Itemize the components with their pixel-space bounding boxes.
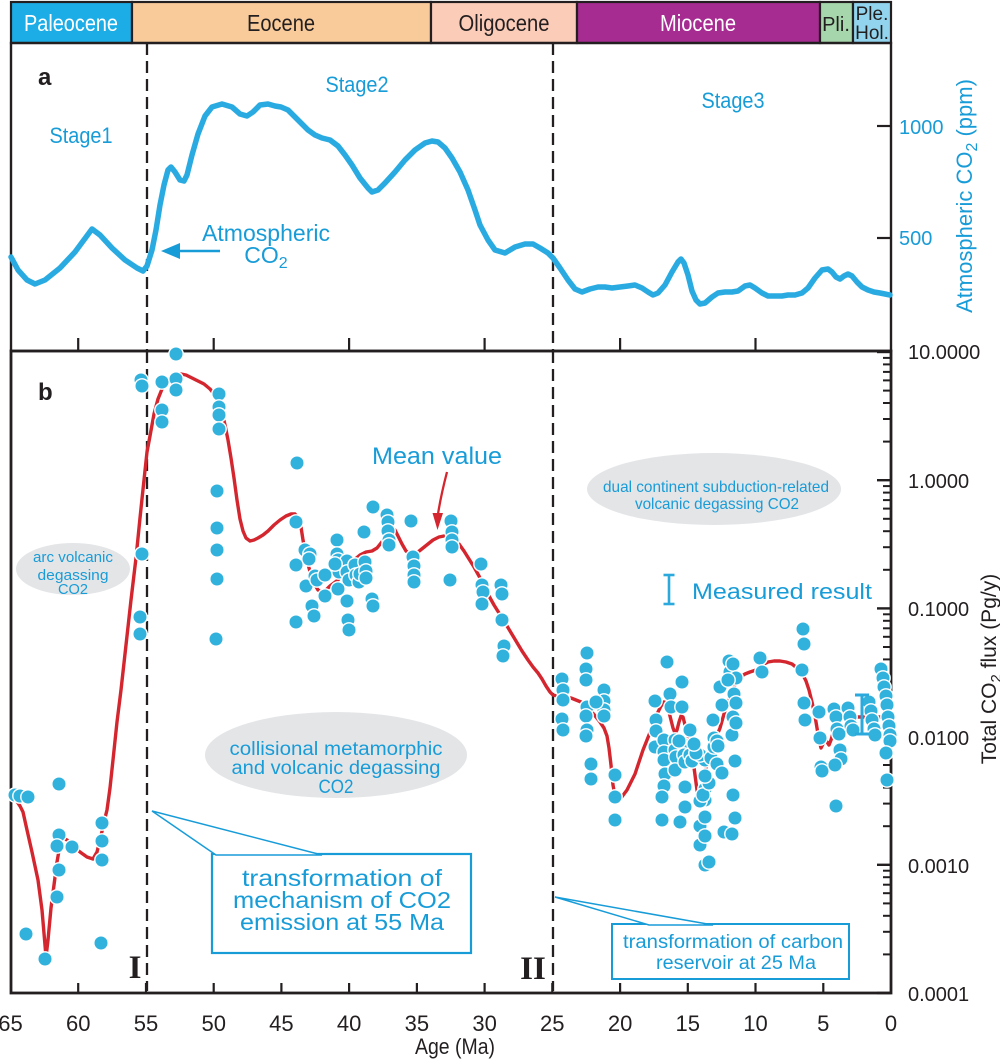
svg-text:40: 40: [337, 1011, 361, 1036]
svg-text:Paleocene: Paleocene: [24, 10, 118, 36]
svg-text:II: II: [520, 951, 546, 987]
svg-text:20: 20: [608, 1011, 632, 1036]
svg-text:degassing: degassing: [38, 567, 109, 584]
svg-text:I: I: [129, 950, 142, 986]
svg-text:Stage1: Stage1: [50, 123, 113, 148]
svg-text:60: 60: [66, 1011, 90, 1036]
svg-text:500: 500: [899, 228, 932, 250]
svg-text:0: 0: [885, 1011, 897, 1036]
svg-text:Atmospheric: Atmospheric: [202, 220, 330, 246]
svg-text:reservoir at 25 Ma: reservoir at 25 Ma: [656, 953, 816, 974]
svg-text:collisional metamorphic: collisional metamorphic: [230, 739, 443, 760]
svg-text:dual continent subduction-rela: dual continent subduction-related: [603, 479, 829, 496]
svg-text:emission at 55 Ma: emission at 55 Ma: [240, 909, 444, 935]
svg-text:mechanism of CO2: mechanism of CO2: [233, 887, 451, 913]
svg-text:b: b: [38, 379, 53, 406]
svg-text:10: 10: [743, 1011, 767, 1036]
svg-text:1000: 1000: [899, 117, 944, 139]
svg-text:Eocene: Eocene: [247, 10, 315, 36]
svg-text:1.0000: 1.0000: [908, 471, 969, 493]
svg-text:15: 15: [676, 1011, 700, 1036]
svg-text:a: a: [38, 64, 52, 91]
svg-text:0.0010: 0.0010: [908, 856, 969, 878]
svg-text:25: 25: [540, 1011, 564, 1036]
svg-text:Oligocene: Oligocene: [459, 10, 550, 36]
svg-text:CO2: CO2: [319, 777, 354, 798]
svg-text:Miocene: Miocene: [660, 10, 736, 36]
svg-text:CO2: CO2: [58, 581, 88, 598]
svg-text:50: 50: [201, 1011, 225, 1036]
svg-text:transformation of carbon: transformation of carbon: [623, 932, 843, 953]
svg-text:arc volcanic: arc volcanic: [33, 549, 113, 566]
svg-text:Pli.: Pli.: [822, 14, 850, 36]
svg-text:Ple.: Ple.: [856, 4, 889, 25]
svg-text:30: 30: [472, 1011, 496, 1036]
svg-text:55: 55: [134, 1011, 158, 1036]
svg-text:Atmospheric CO2 (ppm): Atmospheric CO2 (ppm): [952, 79, 981, 313]
svg-text:35: 35: [405, 1011, 429, 1036]
svg-text:transformation of: transformation of: [242, 865, 443, 891]
svg-text:and volcanic degassing: and volcanic degassing: [232, 758, 441, 779]
svg-text:Mean value: Mean value: [372, 443, 502, 470]
svg-text:0.1000: 0.1000: [908, 599, 969, 621]
svg-text:Measured result: Measured result: [692, 579, 872, 604]
svg-text:0.0100: 0.0100: [908, 728, 969, 750]
svg-text:65: 65: [0, 1011, 23, 1036]
svg-text:Hol.: Hol.: [855, 23, 889, 44]
svg-text:volcanic degassing CO2: volcanic degassing CO2: [635, 496, 799, 513]
svg-text:45: 45: [269, 1011, 293, 1036]
svg-text:Stage2: Stage2: [326, 72, 389, 97]
svg-text:10.0000: 10.0000: [908, 342, 980, 364]
svg-text:5: 5: [817, 1011, 829, 1036]
svg-text:Age (Ma): Age (Ma): [415, 1034, 495, 1059]
svg-text:Stage3: Stage3: [702, 88, 765, 113]
svg-text:Total CO2 flux (Pg/y): Total CO2 flux (Pg/y): [978, 574, 1000, 764]
svg-text:0.0001: 0.0001: [908, 984, 969, 1006]
